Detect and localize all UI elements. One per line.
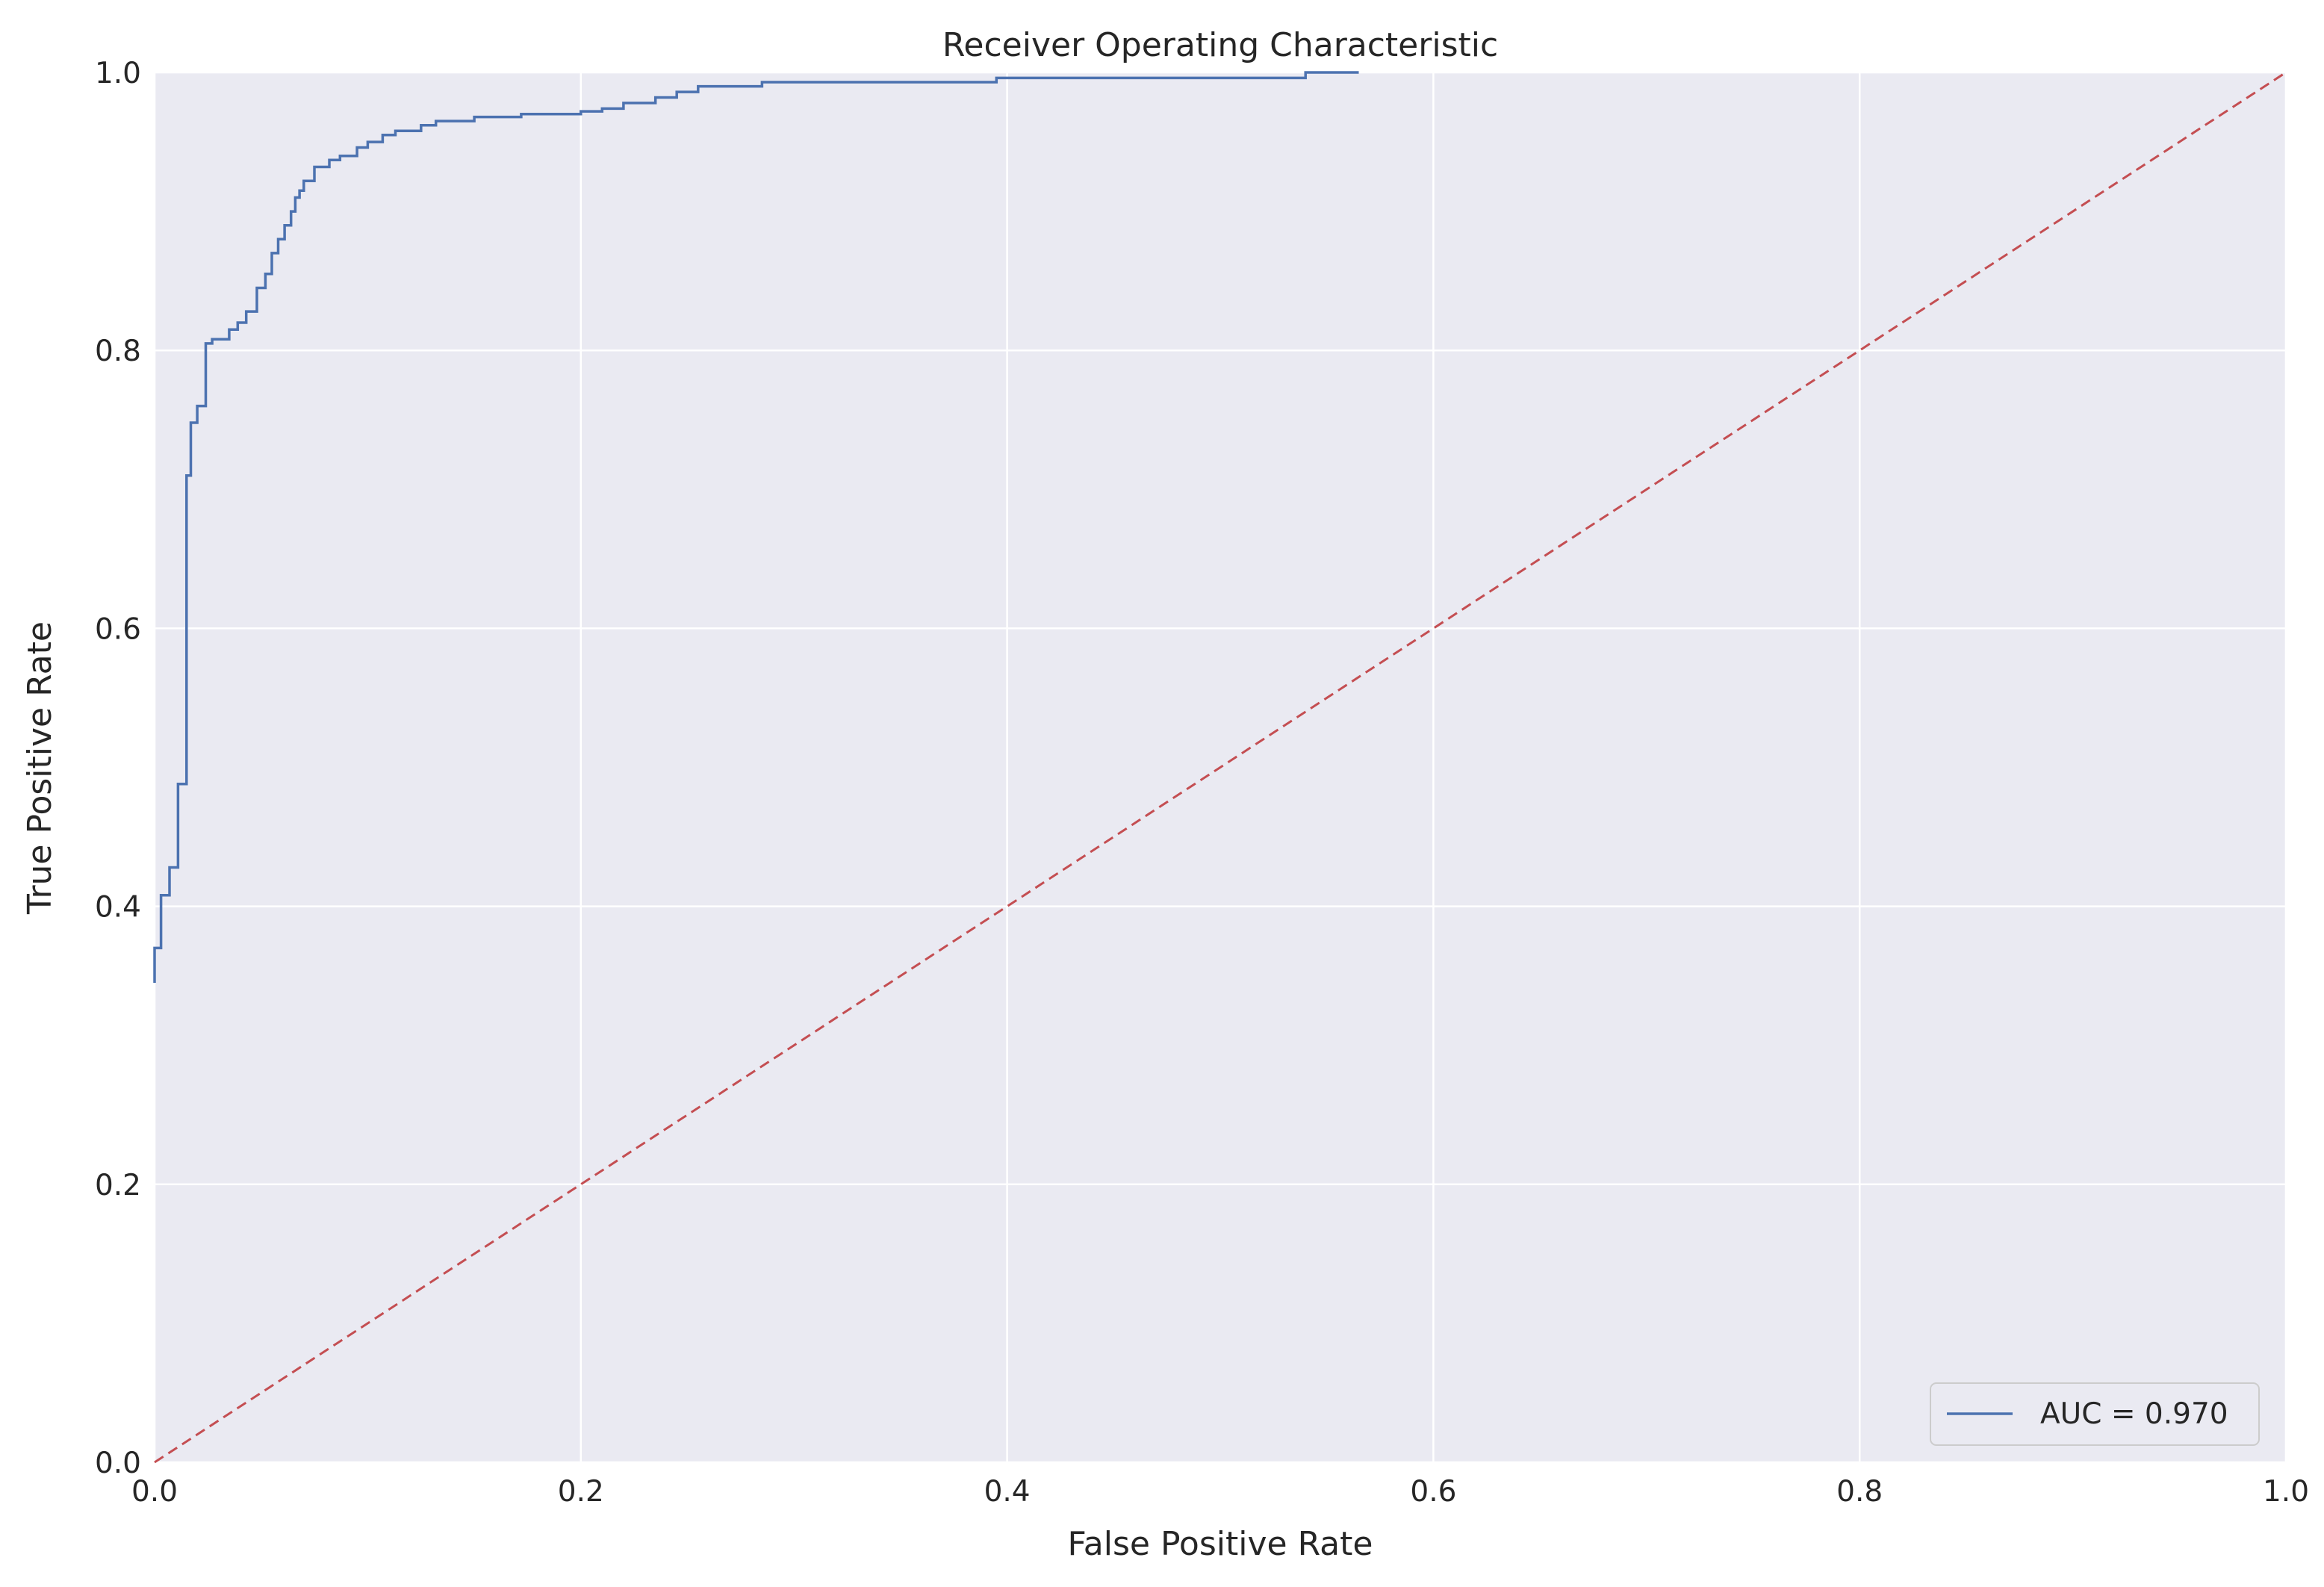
- y-axis-label: True Positive Rate: [21, 621, 59, 915]
- x-tick-label: 0.0: [131, 1475, 178, 1509]
- y-tick-label: 0.6: [95, 612, 141, 646]
- x-tick-label: 0.8: [1836, 1475, 1883, 1509]
- y-tick-label: 0.4: [95, 891, 141, 925]
- x-tick-label: 0.2: [558, 1475, 604, 1509]
- y-tick-label: 0.2: [95, 1169, 141, 1202]
- x-tick-label: 0.6: [1410, 1475, 1456, 1509]
- y-tick-label: 0.8: [95, 335, 141, 368]
- x-tick-label: 1.0: [2263, 1475, 2309, 1509]
- y-tick-labels: 0.0 0.2 0.4 0.6 0.8 1.0: [95, 57, 141, 1480]
- x-tick-label: 0.4: [984, 1475, 1031, 1509]
- x-tick-labels: 0.0 0.2 0.4 0.6 0.8 1.0: [131, 1475, 2309, 1509]
- x-axis-label: False Positive Rate: [1068, 1525, 1373, 1563]
- legend-box: [1930, 1382, 2260, 1446]
- legend-label-roc: AUC = 0.970: [2040, 1397, 2228, 1431]
- y-tick-label: 1.0: [95, 57, 141, 90]
- chart-title: Receiver Operating Characteristic: [942, 26, 1498, 64]
- series-layer: [153, 71, 2287, 1464]
- chance-diagonal-line: [154, 71, 2287, 1464]
- roc-curve-line: [153, 71, 1359, 983]
- grid-lines: [153, 71, 2287, 1464]
- y-tick-label: 0.0: [95, 1447, 141, 1480]
- legend: AUC = 0.970: [1930, 1382, 2260, 1446]
